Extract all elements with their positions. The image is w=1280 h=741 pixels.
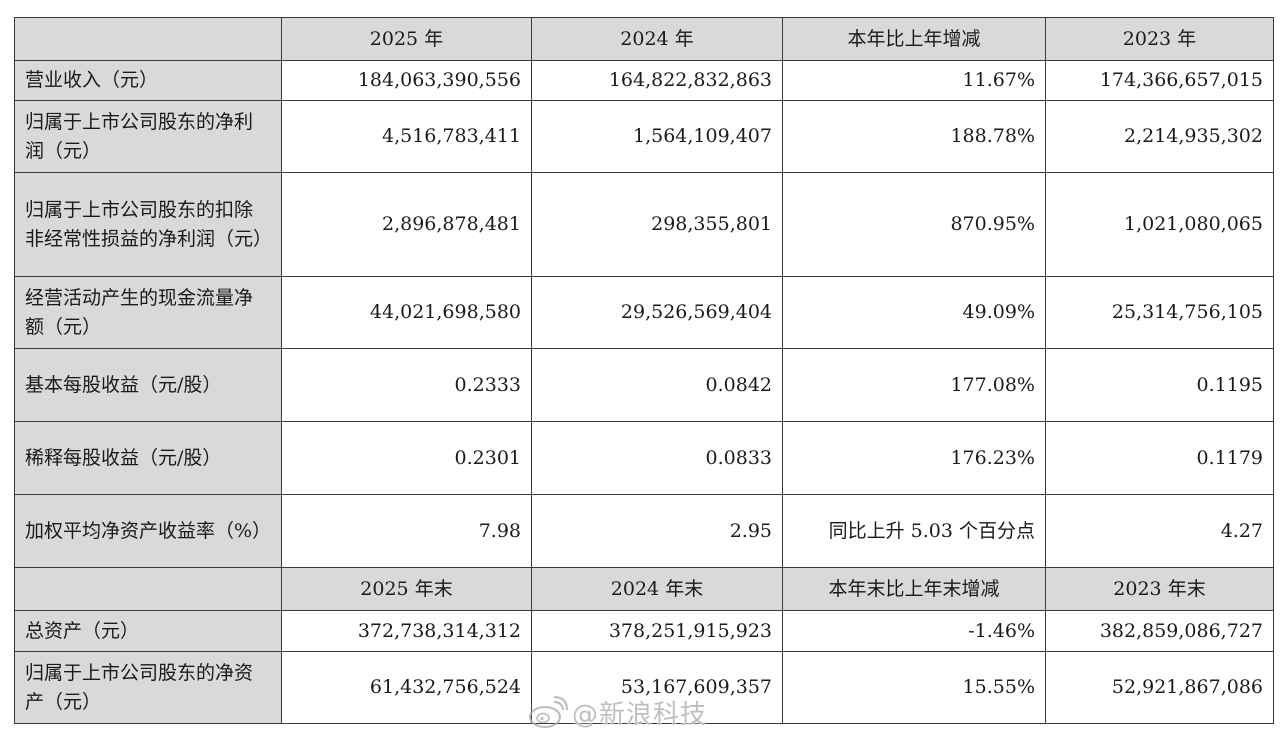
value-change: 同比上升 5.03 个百分点: [782, 494, 1046, 568]
header-cell-empty: [14, 567, 282, 611]
header-cell-empty: [14, 17, 282, 61]
value-2024: 53,167,609,357: [531, 651, 783, 724]
row-label: 基本每股收益（元/股）: [14, 348, 282, 422]
value-2024: 298,355,801: [531, 172, 783, 277]
header-cell-change-end: 本年末比上年末增减: [782, 567, 1046, 611]
value-2025: 372,738,314,312: [281, 610, 532, 652]
table-row-net-assets: 归属于上市公司股东的净资产（元） 61,432,756,524 53,167,6…: [14, 651, 1274, 724]
table-row-basic-eps: 基本每股收益（元/股） 0.2333 0.0842 177.08% 0.1195: [14, 348, 1274, 422]
value-2025: 0.2301: [281, 421, 532, 495]
table-row-roe: 加权平均净资产收益率（%） 7.98 2.95 同比上升 5.03 个百分点 4…: [14, 494, 1274, 568]
financial-summary-table: 2025 年 2024 年 本年比上年增减 2023 年 营业收入（元） 184…: [14, 17, 1274, 724]
value-2024: 0.0833: [531, 421, 783, 495]
value-2024: 0.0842: [531, 348, 783, 422]
value-2024: 164,822,832,863: [531, 60, 783, 101]
value-2025: 0.2333: [281, 348, 532, 422]
row-label: 归属于上市公司股东的净资产（元）: [14, 651, 282, 724]
value-2024: 2.95: [531, 494, 783, 568]
value-2023: 4.27: [1045, 494, 1274, 568]
value-2023: 1,021,080,065: [1045, 172, 1274, 277]
header-row-annual: 2025 年 2024 年 本年比上年增减 2023 年: [14, 17, 1274, 61]
header-cell-2023-end: 2023 年末: [1045, 567, 1274, 611]
table-row-operating-cash-flow: 经营活动产生的现金流量净额（元） 44,021,698,580 29,526,5…: [14, 276, 1274, 349]
value-2023: 382,859,086,727: [1045, 610, 1274, 652]
value-change: -1.46%: [782, 610, 1046, 652]
header-cell-change: 本年比上年增减: [782, 17, 1046, 61]
value-change: 177.08%: [782, 348, 1046, 422]
value-change: 49.09%: [782, 276, 1046, 349]
header-cell-2024-end: 2024 年末: [531, 567, 783, 611]
value-2025: 2,896,878,481: [281, 172, 532, 277]
value-2024: 29,526,569,404: [531, 276, 783, 349]
table-row-revenue: 营业收入（元） 184,063,390,556 164,822,832,863 …: [14, 60, 1274, 101]
row-label: 归属于上市公司股东的扣除非经常性损益的净利润（元）: [14, 172, 282, 277]
table-row-net-profit-deducted: 归属于上市公司股东的扣除非经常性损益的净利润（元） 2,896,878,481 …: [14, 172, 1274, 277]
row-label: 归属于上市公司股东的净利润（元）: [14, 100, 282, 173]
value-2025: 44,021,698,580: [281, 276, 532, 349]
table-row-diluted-eps: 稀释每股收益（元/股） 0.2301 0.0833 176.23% 0.1179: [14, 421, 1274, 495]
value-2023: 0.1195: [1045, 348, 1274, 422]
header-cell-2024: 2024 年: [531, 17, 783, 61]
value-2023: 25,314,756,105: [1045, 276, 1274, 349]
row-label: 加权平均净资产收益率（%）: [14, 494, 282, 568]
value-2024: 1,564,109,407: [531, 100, 783, 173]
value-2025: 7.98: [281, 494, 532, 568]
value-change: 870.95%: [782, 172, 1046, 277]
header-cell-2025: 2025 年: [281, 17, 532, 61]
value-2025: 61,432,756,524: [281, 651, 532, 724]
row-label: 营业收入（元）: [14, 60, 282, 101]
value-change: 15.55%: [782, 651, 1046, 724]
header-cell-2023: 2023 年: [1045, 17, 1274, 61]
value-2024: 378,251,915,923: [531, 610, 783, 652]
row-label: 稀释每股收益（元/股）: [14, 421, 282, 495]
value-2023: 2,214,935,302: [1045, 100, 1274, 173]
value-2023: 0.1179: [1045, 421, 1274, 495]
value-2025: 184,063,390,556: [281, 60, 532, 101]
header-row-year-end: 2025 年末 2024 年末 本年末比上年末增减 2023 年末: [14, 567, 1274, 611]
value-2023: 52,921,867,086: [1045, 651, 1274, 724]
value-change: 188.78%: [782, 100, 1046, 173]
value-change: 176.23%: [782, 421, 1046, 495]
table-row-total-assets: 总资产（元） 372,738,314,312 378,251,915,923 -…: [14, 610, 1274, 652]
value-2025: 4,516,783,411: [281, 100, 532, 173]
row-label: 经营活动产生的现金流量净额（元）: [14, 276, 282, 349]
value-change: 11.67%: [782, 60, 1046, 101]
header-cell-2025-end: 2025 年末: [281, 567, 532, 611]
table-row-net-profit: 归属于上市公司股东的净利润（元） 4,516,783,411 1,564,109…: [14, 100, 1274, 173]
value-2023: 174,366,657,015: [1045, 60, 1274, 101]
row-label: 总资产（元）: [14, 610, 282, 652]
